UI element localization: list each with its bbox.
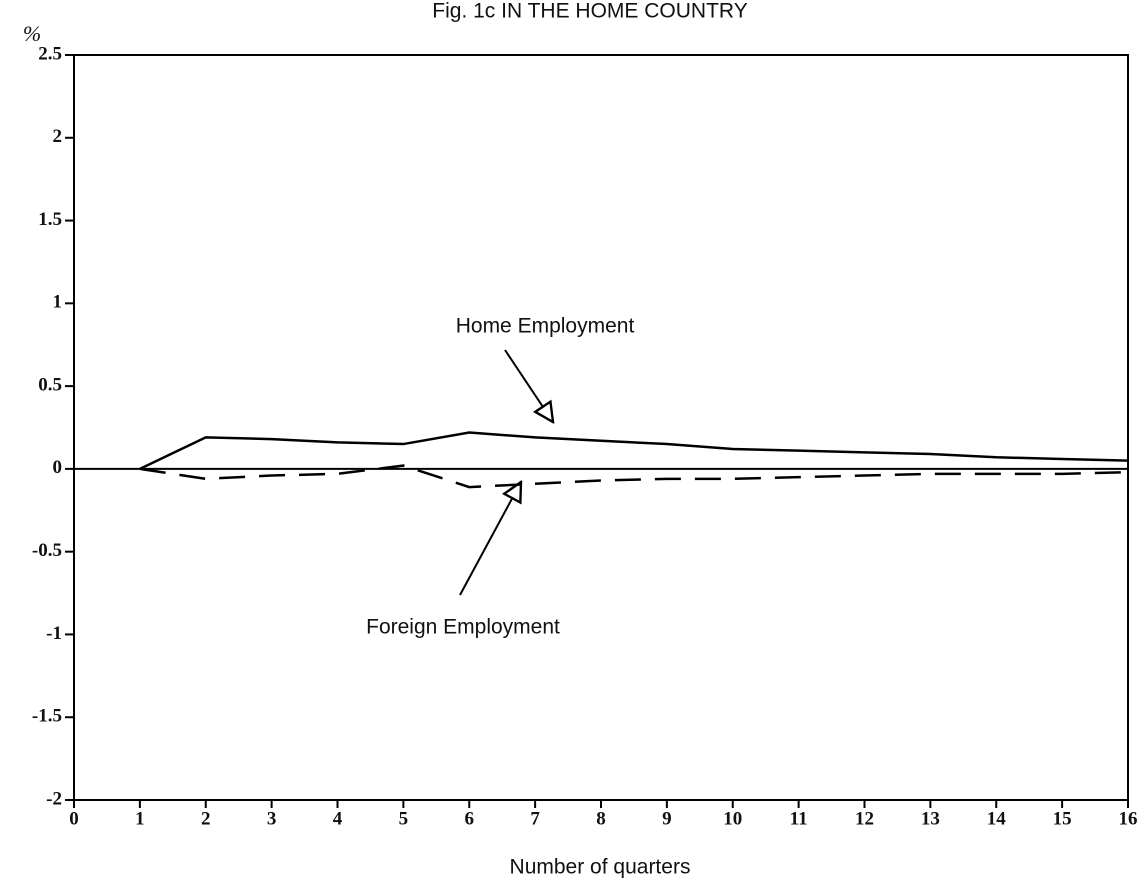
- chart-title: Fig. 1c IN THE HOME COUNTRY: [432, 0, 747, 23]
- x-tick-label: 5: [399, 808, 409, 829]
- x-tick-label: 8: [596, 808, 606, 829]
- x-tick-label: 2: [201, 808, 211, 829]
- y-tick-label: 0: [53, 457, 63, 478]
- x-tick-label: 3: [267, 808, 277, 829]
- x-tick-label: 12: [855, 808, 874, 829]
- x-tick-label: 6: [465, 808, 475, 829]
- x-tick-label: 9: [662, 808, 672, 829]
- y-tick-label: 1: [53, 292, 63, 313]
- y-tick-label: 0.5: [38, 374, 62, 395]
- x-tick-label: 10: [723, 808, 742, 829]
- x-tick-label: 16: [1119, 808, 1138, 829]
- annotation: Home Employment: [456, 315, 635, 338]
- y-tick-label: 2: [53, 126, 63, 147]
- y-tick-label: -1.5: [32, 706, 62, 727]
- y-tick-label: 1.5: [38, 209, 62, 230]
- plot-frame: [73, 54, 1129, 801]
- x-tick-label: 11: [790, 808, 808, 829]
- y-tick-label: -0.5: [32, 540, 62, 561]
- annotation-arrow: [459, 482, 521, 596]
- x-tick-label: 4: [333, 808, 343, 829]
- y-tick-label: 2.5: [38, 43, 62, 64]
- y-axis-label: %: [23, 21, 41, 46]
- y-tick-label: -2: [46, 788, 62, 809]
- series-line: [139, 431, 1129, 471]
- x-tick-label: 13: [921, 808, 940, 829]
- x-tick-label: 7: [530, 808, 540, 829]
- x-axis-label: Number of quarters: [510, 856, 691, 879]
- annotation-arrow: [504, 349, 553, 422]
- x-tick-label: 15: [1053, 808, 1072, 829]
- annotation: Foreign Employment: [366, 616, 560, 639]
- x-tick-label: 1: [135, 808, 145, 829]
- x-tick-label: 14: [987, 808, 1007, 829]
- y-tick-label: -1: [46, 623, 62, 644]
- x-tick-label: 0: [69, 808, 79, 829]
- series-line: [139, 464, 1129, 489]
